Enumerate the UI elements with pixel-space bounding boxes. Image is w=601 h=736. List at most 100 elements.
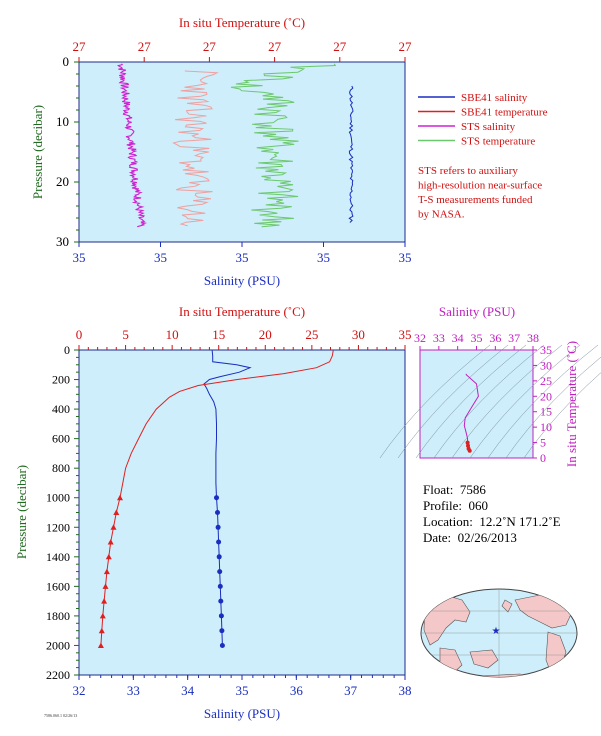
top-sts-temp-pink-line bbox=[172, 70, 219, 227]
location-label: Location: bbox=[423, 514, 473, 529]
main-plot-area bbox=[78, 349, 406, 676]
main-sal-tick-label: 36 bbox=[290, 683, 304, 698]
temperature-point bbox=[107, 539, 114, 545]
salinity-point bbox=[218, 613, 224, 619]
salinity-point bbox=[219, 643, 225, 648]
top-sal-ticks: 35 35 35 35 35 bbox=[73, 242, 412, 265]
top-pressure-tick-label: 0 bbox=[63, 54, 70, 69]
ts-salinity-ticks: 32 33 34 35 36 37 38 bbox=[414, 331, 539, 350]
float-value: 7586 bbox=[459, 482, 486, 497]
top-sal-tick-label: 35 bbox=[73, 250, 86, 265]
top-salinity-axis-title: Salinity (PSU) bbox=[204, 273, 280, 288]
top-pressure-tick-label: 10 bbox=[56, 114, 69, 129]
temperature-point bbox=[99, 612, 106, 619]
main-pressure-tick-label: 1800 bbox=[46, 609, 70, 623]
temperature-point bbox=[98, 627, 105, 634]
main-profile-lines bbox=[97, 349, 334, 648]
main-temp-tick-label: 20 bbox=[259, 327, 272, 342]
main-sal-tick-label: 34 bbox=[181, 683, 195, 698]
top-pressure-axis-title: Pressure (decibar) bbox=[30, 105, 45, 199]
ts-salinity-tick-label: 37 bbox=[508, 331, 520, 345]
ts-profile bbox=[463, 373, 479, 453]
main-temp-tick-label: 25 bbox=[305, 327, 318, 342]
main-sbe41-salinity-line bbox=[203, 349, 252, 646]
temperature-point bbox=[103, 568, 110, 575]
top-pressure-tick-label: 20 bbox=[56, 174, 69, 189]
main-salinity-axis-title: Salinity (PSU) bbox=[204, 706, 280, 721]
main-pressure-tick-label: 1200 bbox=[46, 520, 70, 534]
main-pressure-tick-label: 2200 bbox=[46, 668, 70, 682]
salinity-point bbox=[219, 628, 225, 634]
ts-temp-tick-label: 10 bbox=[540, 420, 552, 434]
legend-label: STS salinity bbox=[461, 121, 516, 133]
ts-density-contour bbox=[487, 344, 599, 459]
main-pressure-tick-label: 400 bbox=[52, 402, 70, 416]
footer-text: 7586.060.1 02/26/13 bbox=[44, 713, 77, 718]
ts-salinity-tick-label: 33 bbox=[433, 331, 445, 345]
main-sal-tick-label: 37 bbox=[344, 683, 358, 698]
salinity-point bbox=[218, 598, 224, 604]
ts-salinity-tick-label: 34 bbox=[452, 331, 464, 345]
profile-label: Profile: bbox=[423, 498, 462, 513]
salinity-point bbox=[215, 510, 220, 515]
ts-point bbox=[467, 448, 472, 453]
top-pressure-tick-label: 30 bbox=[56, 234, 69, 249]
temperature-point bbox=[102, 583, 109, 589]
main-sal-tick-label: 32 bbox=[73, 683, 86, 698]
date-value: 02/26/2013 bbox=[457, 530, 517, 545]
temperature-point bbox=[105, 553, 112, 560]
ts-density-contours bbox=[379, 344, 601, 459]
ts-salinity-axis-title: Salinity (PSU) bbox=[439, 304, 515, 319]
profile-row: Profile: 060 bbox=[423, 498, 561, 514]
ts-temp-tick-label: 35 bbox=[540, 343, 552, 357]
main-temp-tick-label: 30 bbox=[352, 327, 365, 342]
salinity-point bbox=[216, 554, 222, 560]
top-temp-ticks: 27 27 27 27 27 27 bbox=[73, 39, 413, 62]
date-row: Date: 02/26/2013 bbox=[423, 530, 561, 546]
main-pressure-tick-label: 800 bbox=[52, 461, 70, 475]
top-sbe41-salinity-line bbox=[348, 85, 354, 223]
ts-density-contour bbox=[523, 372, 601, 459]
main-sal-ticks: 32 33 34 35 36 37 38 bbox=[73, 675, 412, 698]
legend-label: SBE41 temperature bbox=[461, 107, 548, 119]
ts-point bbox=[465, 440, 470, 445]
profile-value: 060 bbox=[468, 498, 489, 513]
top-temp-tick-label: 27 bbox=[268, 39, 282, 54]
ts-salinity-tick-label: 38 bbox=[527, 331, 539, 345]
top-temp-tick-label: 27 bbox=[399, 39, 413, 54]
main-temp-tick-label: 5 bbox=[122, 327, 129, 342]
main-temp-tick-label: 10 bbox=[166, 327, 179, 342]
main-pressure-tick-label: 1600 bbox=[46, 579, 70, 593]
float-row: Float: 7586 bbox=[423, 482, 561, 498]
top-plot-area bbox=[78, 61, 406, 243]
ts-density-contour bbox=[469, 344, 581, 459]
ts-temp-tick-label: 5 bbox=[540, 436, 546, 450]
top-temp-tick-label: 27 bbox=[138, 39, 152, 54]
legend-note-line: by NASA. bbox=[418, 209, 465, 221]
ts-temp-tick-label: 25 bbox=[540, 374, 552, 388]
main-sal-tick-label: 35 bbox=[236, 683, 249, 698]
top-temp-tick-label: 27 bbox=[203, 39, 217, 54]
main-pressure-tick-label: 1400 bbox=[46, 550, 70, 564]
ts-density-contour bbox=[415, 344, 527, 459]
salinity-point bbox=[216, 539, 222, 545]
temperature-point bbox=[97, 642, 104, 648]
ts-density-contour bbox=[379, 344, 491, 459]
top-temp-tick-label: 27 bbox=[73, 39, 87, 54]
legend-note-line: high-resolution near-surface bbox=[418, 180, 542, 192]
main-pressure-axis-title: Pressure (decibar) bbox=[14, 465, 29, 559]
ts-plot-area bbox=[419, 349, 534, 459]
ts-density-contour bbox=[451, 344, 563, 459]
top-sts-salinity-line bbox=[116, 63, 148, 228]
ts-temp-tick-label: 20 bbox=[540, 389, 552, 403]
top-sal-tick-label: 35 bbox=[154, 250, 167, 265]
temperature-point bbox=[110, 524, 117, 530]
float-location-star-icon: ★ bbox=[492, 626, 501, 637]
legend-note-line: T-S measurements funded bbox=[418, 194, 533, 206]
ts-temp-axis-title: In situ Temperature (˚C) bbox=[564, 341, 579, 467]
ts-density-contour bbox=[433, 344, 545, 459]
main-pressure-tick-label: 2000 bbox=[46, 638, 70, 652]
top-sal-tick-label: 35 bbox=[317, 250, 330, 265]
ts-point bbox=[466, 443, 470, 448]
